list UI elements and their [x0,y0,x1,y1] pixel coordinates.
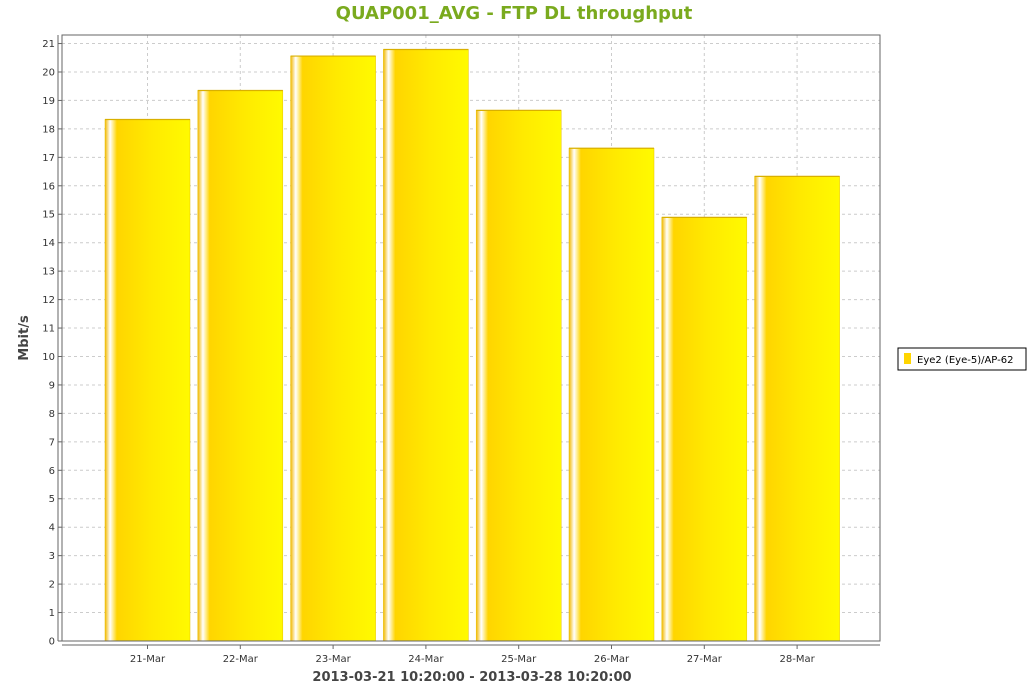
x-tick-label: 21-Mar [130,654,166,665]
y-tick-label: 16 [42,181,55,192]
plot-border [61,34,881,642]
y-tick-label: 11 [42,324,55,335]
bar-23-Mar [290,55,376,642]
y-tick-label: 14 [42,238,55,249]
chart-title: QUAP001_AVG - FTP DL throughput [336,3,693,24]
bar-24-Mar [383,49,469,642]
y-tick-label: 2 [49,580,55,591]
y-tick-label: 17 [42,153,55,164]
y-tick-label: 6 [49,466,55,477]
y-tick-label: 0 [49,637,55,648]
bars [104,48,840,642]
y-tick-label: 7 [49,437,55,448]
y-tick-label: 10 [42,352,55,363]
legend-swatch [904,353,911,364]
y-tick-label: 8 [49,409,55,420]
y-tick-label: 19 [42,96,55,107]
bar-21-Mar [104,119,191,642]
y-tick-label: 15 [42,210,55,221]
y-tick-label: 3 [49,551,55,562]
y-tick-label: 21 [42,39,55,50]
x-tick-labels: 21-Mar 22-Mar 23-Mar 24-Mar 25-Mar 26-Mar 27-M… [130,645,816,665]
y-tick-label: 13 [42,267,55,278]
legend-box [897,347,1027,371]
bar-26-Mar [568,147,655,642]
x-axis-label: 2013-03-21 10:20:00 - 2013-03-28 10:20:0… [312,670,631,685]
axes [57,34,881,646]
x-tick-label: 24-Mar [408,654,444,665]
y-tick-label: 20 [42,67,55,78]
y-tick-label: 1 [49,608,55,619]
x-tick-label: 23-Mar [315,654,351,665]
x-tick-label: 28-Mar [779,654,815,665]
y-tick-label: 12 [42,295,55,306]
x-tick-label: 26-Mar [594,654,630,665]
x-tick-label: 27-Mar [687,654,723,665]
x-tick-label: 25-Mar [501,654,537,665]
bar-28-Mar [754,176,840,642]
y-tick-label: 18 [42,124,55,135]
legend: Eye2 (Eye-5)/AP-62 [897,347,1027,371]
y-tick-label: 5 [49,494,55,505]
y-tick-label: 9 [49,380,55,391]
bar-27-Mar [661,217,748,642]
y-axis-label: Mbit/s [17,315,32,361]
x-tick-label: 22-Mar [223,654,259,665]
legend-label: Eye2 (Eye-5)/AP-62 [917,355,1013,366]
y-tick-label: 4 [49,523,55,534]
bar-22-Mar [197,90,284,642]
bar-25-Mar [475,110,562,642]
